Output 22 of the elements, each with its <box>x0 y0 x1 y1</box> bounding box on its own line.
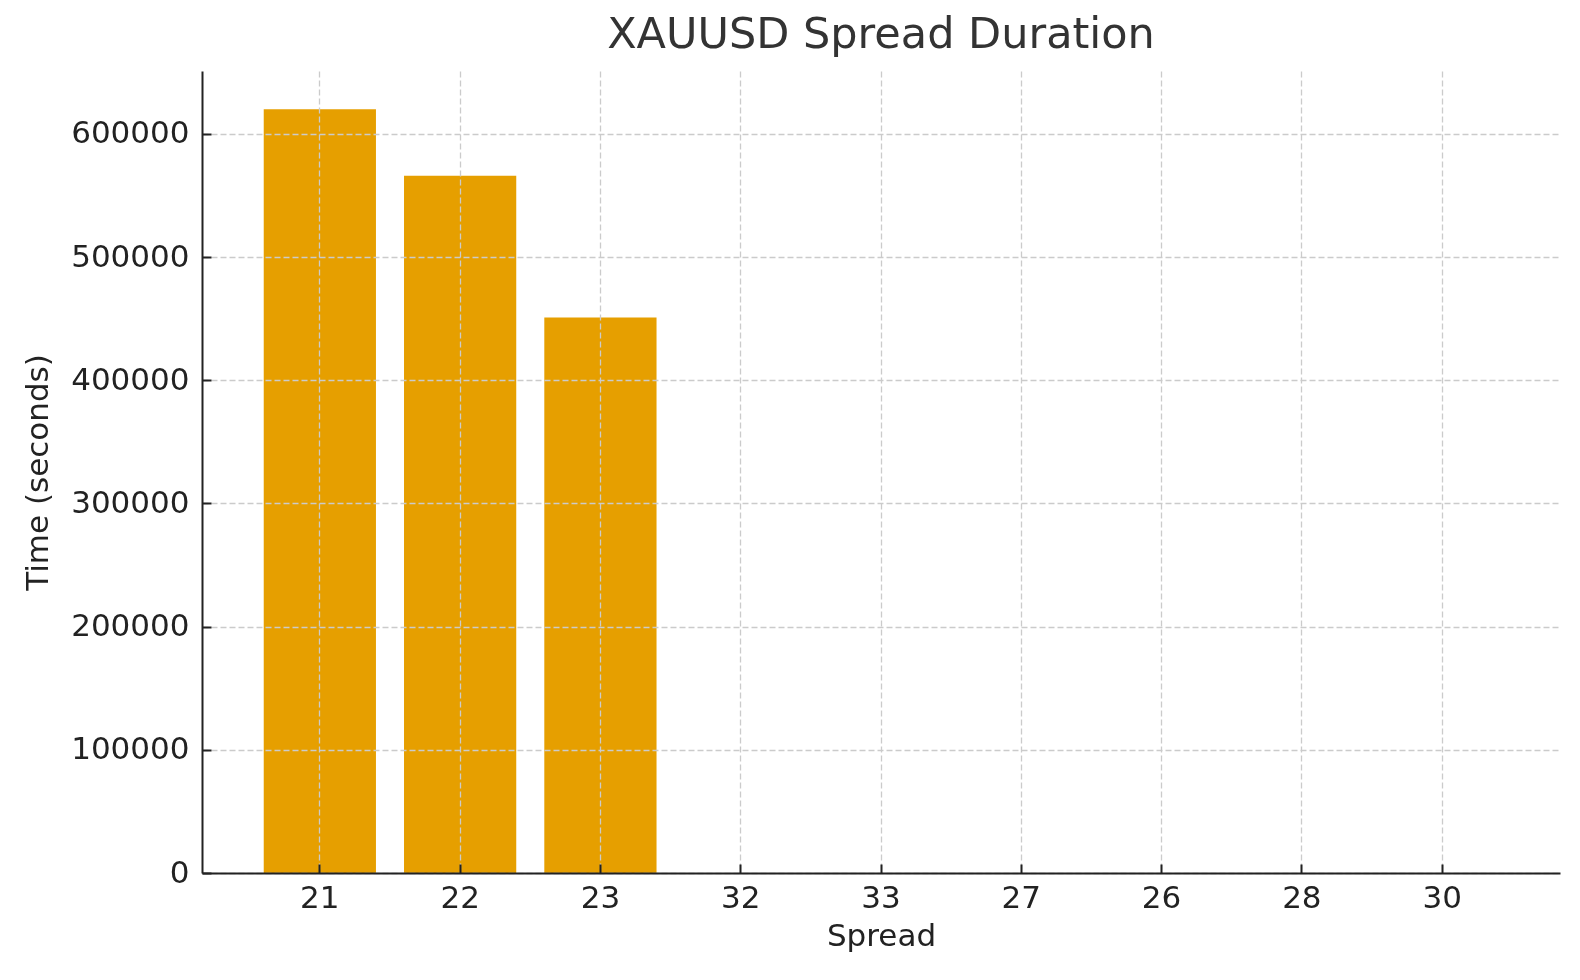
y-tick-label: 100000 <box>71 730 190 767</box>
chart-title: XAUUSD Spread Duration <box>607 8 1155 58</box>
y-tick-label: 200000 <box>71 607 190 644</box>
x-tick-label: 33 <box>861 878 901 915</box>
x-tick-label: 21 <box>300 878 340 915</box>
bar <box>544 317 657 873</box>
bar <box>263 109 376 873</box>
x-tick-label: 30 <box>1422 878 1462 915</box>
y-tick-label: 300000 <box>71 483 190 520</box>
y-tick-label: 400000 <box>71 360 190 397</box>
x-tick-label: 28 <box>1282 878 1322 915</box>
y-tick-label: 600000 <box>71 114 190 151</box>
x-tick-label: 23 <box>580 878 621 915</box>
x-axis-title: Spread <box>826 916 937 953</box>
y-axis-title: Time (seconds) <box>19 354 56 592</box>
x-tick-label: 26 <box>1141 878 1182 915</box>
x-tick-label: 27 <box>1001 878 1042 915</box>
x-tick-label: 22 <box>440 878 480 915</box>
bar <box>404 175 517 873</box>
y-tick-label: 500000 <box>71 237 190 274</box>
y-tick-label: 0 <box>169 853 190 890</box>
x-tick-label: 32 <box>720 878 761 915</box>
